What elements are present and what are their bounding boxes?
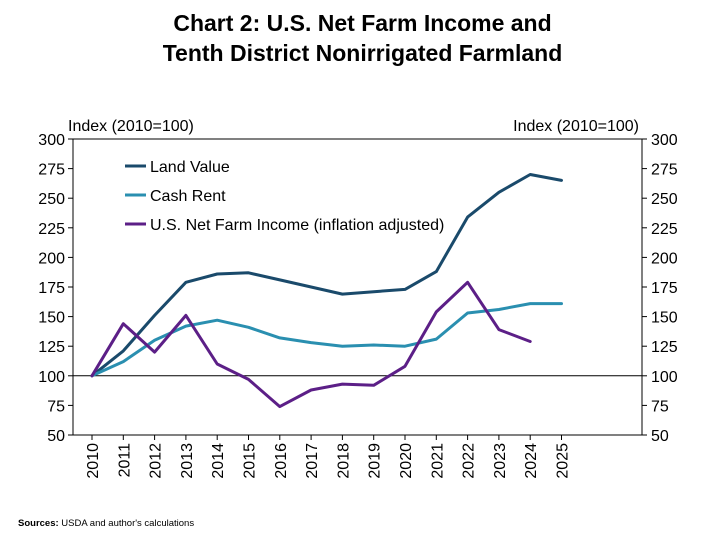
chart-title-line-1: Chart 2: U.S. Net Farm Income and — [173, 10, 552, 36]
left-tick-label: 75 — [47, 398, 65, 415]
left-tick-label: 125 — [38, 339, 65, 356]
series-line-us-2 — [90, 280, 532, 409]
right-tick-label: 175 — [651, 280, 678, 297]
x-tick-label-2019: 2019 — [367, 443, 384, 479]
left-tick-label: 100 — [38, 369, 65, 386]
series-line-cash-1 — [90, 302, 563, 378]
x-tick-label-2010: 2010 — [85, 443, 102, 479]
source-label: Sources: — [18, 518, 59, 529]
left-axis-title: Index (2010=100) — [68, 118, 194, 135]
left-tick-label: 225 — [38, 221, 65, 238]
x-axis: 2010 2011 2012 2013 2014 2015 2016 2017 2018 2019… — [85, 435, 572, 479]
left-y-axis: 50 75 100 125 150 175 200 225 250 275 300 — [38, 132, 73, 445]
left-tick-label: 150 — [38, 310, 65, 327]
chart-title-line-2: Tenth District Nonirrigated Farmland — [162, 40, 563, 66]
legend-label: U.S. Net Farm Income (inflation adjusted… — [150, 217, 444, 234]
x-tick-label-2023: 2023 — [492, 443, 509, 479]
left-tick-label: 275 — [38, 162, 65, 179]
x-tick-label-2018: 2018 — [335, 443, 352, 479]
right-tick-label: 200 — [651, 250, 678, 267]
series-line-land-0 — [90, 173, 563, 378]
series-lines — [90, 173, 563, 409]
right-y-axis: 50 75 100 125 150 175 200 225 250 275 300 — [642, 132, 678, 445]
legend: Land Value Cash Rent U.S. Net Farm Income … — [125, 159, 444, 234]
right-tick-label: 300 — [651, 132, 678, 149]
right-tick-label: 250 — [651, 191, 678, 208]
x-tick-label-2013: 2013 — [179, 443, 196, 479]
right-tick-label: 50 — [651, 428, 669, 445]
left-tick-label: 300 — [38, 132, 65, 149]
plot-area-frame — [72, 138, 643, 436]
right-tick-label: 100 — [651, 369, 678, 386]
x-tick-label-2025: 2025 — [555, 443, 572, 479]
legend-label: Land Value — [150, 159, 230, 176]
x-tick-label-2021: 2021 — [429, 443, 446, 479]
right-tick-label: 75 — [651, 398, 669, 415]
right-tick-label: 150 — [651, 310, 678, 327]
chart-title: Chart 2: U.S. Net Farm Income and Tenth … — [0, 8, 725, 68]
x-tick-label-2022: 2022 — [461, 443, 478, 479]
x-tick-label-2016: 2016 — [273, 443, 290, 479]
x-tick-label-2017: 2017 — [304, 443, 321, 479]
x-tick-label-2024: 2024 — [523, 443, 540, 479]
x-tick-label-2012: 2012 — [148, 443, 165, 479]
right-tick-label: 125 — [651, 339, 678, 356]
left-tick-label: 250 — [38, 191, 65, 208]
x-tick-label-2020: 2020 — [398, 443, 415, 479]
legend-label: Cash Rent — [150, 188, 226, 205]
source-text: USDA and author's calculations — [61, 518, 195, 529]
x-tick-label-2015: 2015 — [242, 443, 259, 479]
x-tick-label-2014: 2014 — [210, 443, 227, 479]
left-tick-label: 200 — [38, 250, 65, 267]
right-tick-label: 275 — [651, 162, 678, 179]
source-note: Sources: USDA and author's calculations — [18, 518, 194, 529]
left-tick-label: 175 — [38, 280, 65, 297]
right-axis-title: Index (2010=100) — [513, 118, 639, 135]
x-tick-label-2011: 2011 — [116, 443, 133, 478]
left-tick-label: 50 — [47, 428, 65, 445]
right-tick-label: 225 — [651, 221, 678, 238]
